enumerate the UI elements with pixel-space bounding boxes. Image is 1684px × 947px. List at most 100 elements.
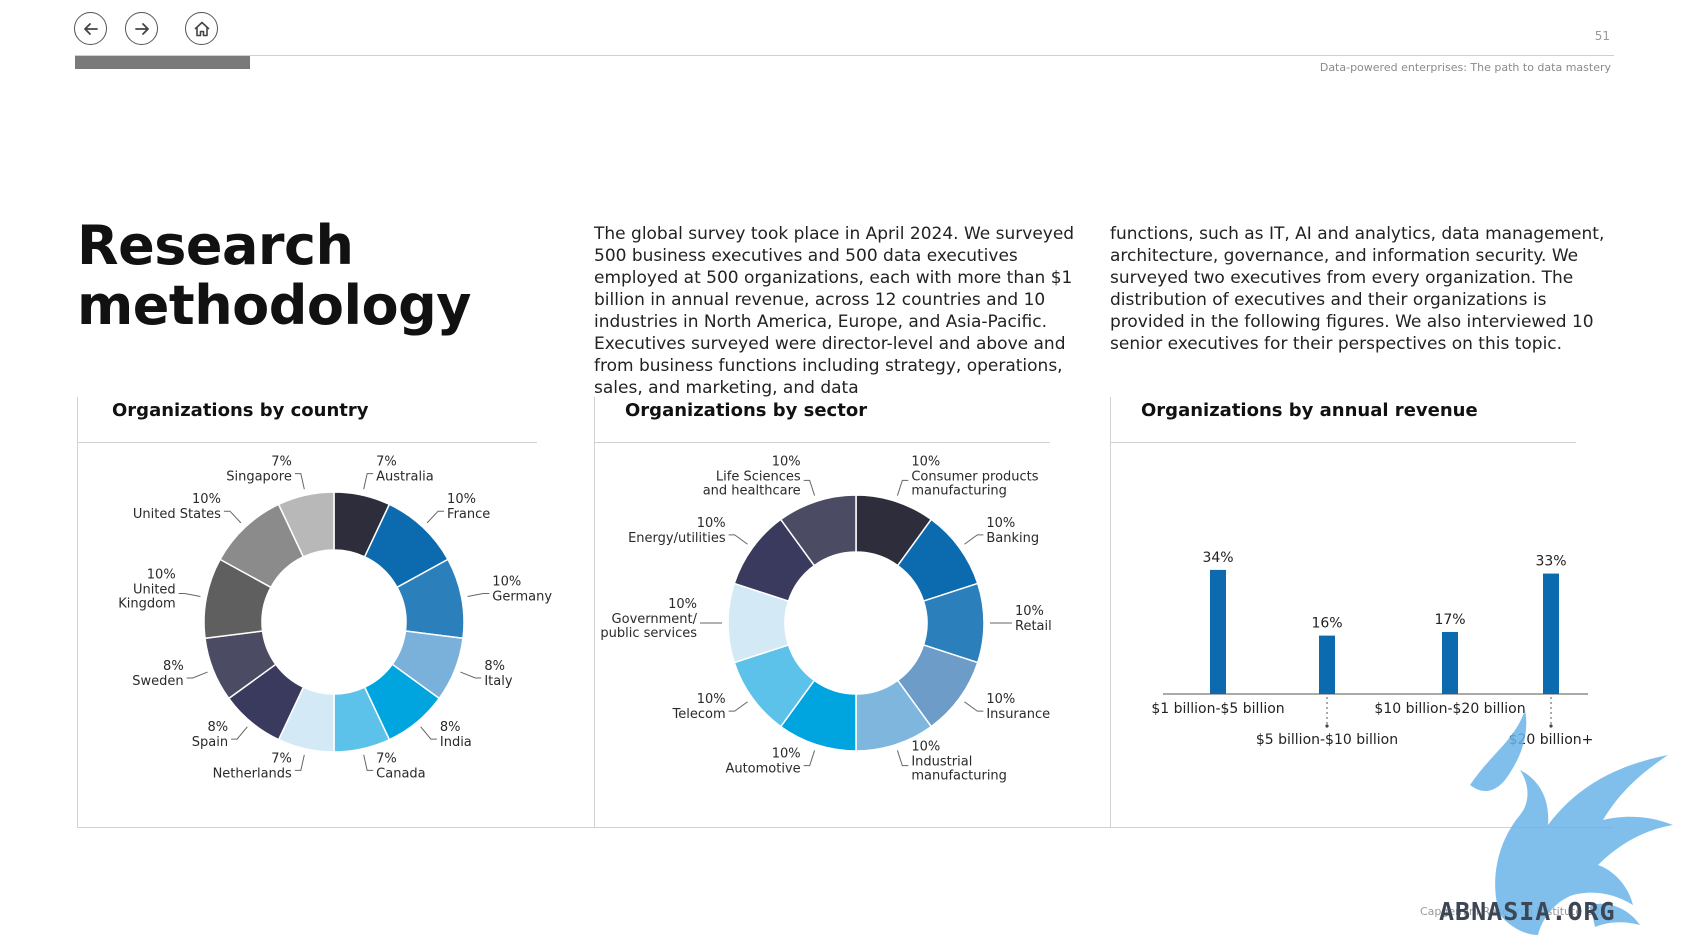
sector-leader-line [803, 479, 816, 496]
sector-pct-label-automotive: 10% [772, 747, 801, 762]
country-leader-line [363, 473, 374, 490]
revenue-value-label-10-billion-20-billion: 17% [1434, 612, 1465, 628]
country-leader-line [363, 754, 374, 771]
revenue-value-label-20-billion: 33% [1535, 554, 1566, 570]
arrow-right-icon [134, 22, 149, 35]
chart-title-country: Organizations by country [112, 400, 369, 421]
page-number: 51 [1594, 29, 1610, 43]
sector-label-energy-utilities: Energy/utilities [628, 531, 726, 546]
country-label-india: India [440, 735, 472, 750]
revenue-category-label-10-billion-20-billion: $10 billion-$20 billion [1374, 701, 1525, 717]
sector-pct-label-insurance: 10% [986, 692, 1015, 707]
country-leader-line [186, 671, 208, 679]
sector-pct-label-government-public-services: 10% [668, 597, 697, 612]
country-leader-line [178, 593, 201, 598]
home-icon [193, 21, 210, 36]
progress-bar [75, 56, 250, 69]
sector-leader-line [896, 479, 909, 496]
sector-pct-label-banking: 10% [986, 516, 1015, 531]
country-leader-line [294, 754, 305, 771]
country-leader-line [223, 510, 242, 524]
sector-label-government-public-services: Government/public services [600, 612, 697, 641]
revenue-value-label-5-billion-10-billion: 16% [1311, 616, 1342, 632]
country-slice-singapore [277, 491, 335, 558]
country-pct-label-india: 8% [440, 720, 461, 735]
sector-label-insurance: Insurance [986, 707, 1050, 722]
sector-pct-label-telecom: 10% [697, 692, 726, 707]
country-pct-label-france: 10% [447, 492, 476, 507]
country-leader-line [420, 726, 437, 740]
sector-label-industrial-manufacturing: Industrial manufacturing [911, 755, 1007, 784]
revenue-bar-5-billion-10-billion [1319, 635, 1335, 694]
sector-leader-line [803, 750, 816, 767]
revenue-category-label-5-billion-10-billion: $5 billion-$10 billion [1256, 732, 1398, 748]
country-pct-label-sweden: 8% [163, 659, 184, 674]
country-pct-label-italy: 8% [484, 659, 505, 674]
sector-label-banking: Banking [986, 531, 1039, 546]
country-leader-line [460, 671, 482, 679]
intro-paragraph-2: functions, such as IT, AI and analytics,… [1110, 224, 1605, 354]
country-leader-line [426, 510, 445, 524]
country-label-australia: Australia [376, 470, 434, 485]
sector-leader-line [728, 534, 748, 545]
chart-panel-frame [77, 397, 1613, 828]
page-title-line-1: Research [77, 214, 354, 277]
country-leader-line [294, 473, 305, 490]
arrow-left-icon [83, 22, 98, 35]
header-rule [75, 55, 1614, 56]
panel-divider [594, 397, 595, 828]
chart-title-revenue: Organizations by annual revenue [1141, 400, 1478, 421]
sector-label-telecom: Telecom [672, 707, 726, 722]
page-title: Research methodology [77, 216, 471, 336]
back-button[interactable] [74, 12, 107, 45]
chart-title-rule [77, 442, 537, 443]
revenue-category-label-20-billion: $20 billion+ [1509, 732, 1594, 748]
country-pct-label-canada: 7% [376, 751, 397, 766]
sector-leader-line [728, 701, 748, 712]
country-pct-label-australia: 7% [376, 455, 397, 470]
sector-pct-label-industrial-manufacturing: 10% [911, 740, 940, 755]
sector-slice-life-sciences-and-healthcare [779, 494, 857, 567]
country-pct-label-united-states: 10% [192, 492, 221, 507]
country-pct-label-singapore: 7% [271, 455, 292, 470]
country-label-united-kingdom: United Kingdom [118, 583, 176, 612]
running-title: Data-powered enterprises: The path to da… [1319, 61, 1611, 74]
forward-button[interactable] [125, 12, 158, 45]
sector-pct-label-retail: 10% [1015, 604, 1044, 619]
country-pct-label-netherlands: 7% [271, 751, 292, 766]
home-button[interactable] [185, 12, 218, 45]
chart-title-rule [1110, 442, 1576, 443]
revenue-bar-20-billion [1543, 573, 1559, 694]
sector-label-automotive: Automotive [725, 762, 800, 777]
sector-label-life-sciences-and-healthcare: Life Sciences and healthcare [703, 469, 801, 498]
copyright: Capgemini Research Institute 2024 [1420, 905, 1614, 918]
country-pct-label-germany: 10% [492, 575, 521, 590]
country-pct-label-spain: 8% [207, 720, 228, 735]
sector-label-consumer-products-manufacturing: Consumer products manufacturing [911, 469, 1038, 498]
country-leader-line [231, 726, 248, 740]
sector-pct-label-consumer-products-manufacturing: 10% [911, 454, 940, 469]
sector-label-retail: Retail [1015, 619, 1052, 634]
page-title-line-2: methodology [77, 274, 471, 337]
sector-leader-line [896, 750, 909, 767]
revenue-bar-10-billion-20-billion [1442, 631, 1458, 694]
sector-leader-line [964, 701, 984, 712]
country-label-spain: Spain [192, 735, 228, 750]
country-leader-line [467, 593, 490, 598]
sector-leader-line [964, 534, 984, 545]
revenue-tick-dot [1549, 724, 1553, 728]
country-label-canada: Canada [376, 766, 425, 781]
revenue-category-label-1-billion-5-billion: $1 billion-$5 billion [1151, 701, 1284, 717]
sector-pct-label-energy-utilities: 10% [697, 516, 726, 531]
chart-title-sector: Organizations by sector [625, 400, 868, 421]
country-label-germany: Germany [492, 590, 552, 605]
country-pct-label-united-kingdom: 10% [147, 568, 176, 583]
country-label-sweden: Sweden [132, 674, 183, 689]
intro-paragraph-1: The global survey took place in April 20… [594, 224, 1075, 398]
country-label-united-states: United States [133, 507, 221, 522]
panel-divider [1110, 397, 1111, 828]
revenue-bar-1-billion-5-billion [1210, 569, 1226, 694]
country-label-netherlands: Netherlands [213, 766, 292, 781]
